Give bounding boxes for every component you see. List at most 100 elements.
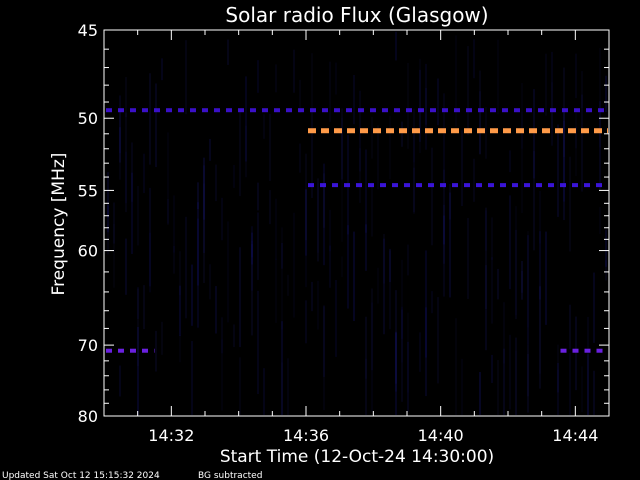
noise-streak [233,164,235,188]
emission-dash [478,108,484,113]
emission-dash [572,348,579,353]
emission-dash [399,128,407,134]
noise-streak [239,357,241,415]
x-tick-label: 14:32 [148,426,194,445]
x-axis-label: Start Time (12-Oct-24 14:30:00) [220,447,494,467]
noise-streak [467,46,469,136]
noise-streak [557,363,559,393]
noise-streak [341,117,343,181]
noise-streak [317,280,319,330]
noise-streak [293,49,295,93]
noise-streak [443,169,445,264]
noise-streak [149,187,151,287]
noise-streak [329,61,331,122]
emission-dash [214,108,220,113]
noise-streak [491,217,493,260]
noise-streak [533,151,535,251]
noise-streak [221,339,223,411]
emission-dash [321,128,329,134]
noise-streak [257,212,259,280]
y-tick-label: 45 [78,21,98,40]
noise-streak [485,107,487,159]
noise-streak [419,58,421,154]
emission-band [308,183,602,188]
noise-streak [119,127,121,163]
noise-streak [461,130,463,207]
updated-timestamp: Updated Sat Oct 12 15:15:32 2024 [2,471,160,480]
noise-streak [401,309,403,402]
emission-dash [464,183,470,188]
emission-dash [332,183,338,188]
noise-streak [281,242,283,269]
noise-streak [449,183,451,220]
emission-dash [454,108,460,113]
noise-streak [485,210,487,251]
emission-dash [536,183,542,188]
y-tick-label: 55 [78,181,98,200]
noise-streak [383,233,385,284]
emission-dash [607,128,608,134]
noise-streak [221,197,223,241]
noise-streak [443,215,445,245]
noise-streak [509,150,511,173]
noise-streak [275,198,277,260]
noise-streak [299,79,301,114]
noise-streak [563,112,565,202]
noise-streak [377,125,379,190]
noise-streak [167,198,169,225]
emission-dash [524,183,530,188]
noise-streak [539,286,541,374]
emission-dash [596,348,603,353]
noise-streak [347,225,349,309]
noise-streak [569,304,571,350]
emission-dash [250,108,256,113]
emission-dash [594,128,602,134]
noise-streak [245,125,247,178]
noise-streak [593,370,595,415]
noise-streak [581,71,583,109]
noise-streak [383,238,385,335]
x-tick-label: 14:44 [552,426,598,445]
noise-streak [305,189,307,256]
emission-dash [438,128,446,134]
noise-streak [515,229,517,320]
noise-streak [365,316,367,415]
noise-streak [281,227,283,330]
noise-streak [407,244,409,276]
emission-dash [596,183,602,188]
noise-streak [251,244,253,336]
noise-streak [401,121,403,147]
emission-band [106,348,155,353]
noise-streak [293,212,295,318]
noise-streak [527,354,529,397]
emission-dash [477,128,485,134]
emission-dash [404,183,410,188]
emission-dash [154,108,160,113]
noise-streak [173,195,175,253]
noise-streak [473,158,475,202]
noise-streak [113,202,115,244]
noise-streak [251,232,253,265]
noise-streak [281,362,283,415]
noise-streak [239,247,241,348]
emission-dash [442,108,448,113]
noise-streak [197,202,199,286]
emission-dash [548,183,554,188]
noise-streak [551,82,553,129]
emission-band [560,348,603,353]
noise-streak [335,62,337,95]
noise-streak [269,190,271,225]
emission-dash [382,108,388,113]
noise-streak [173,245,175,274]
emission-dash [500,183,506,188]
noise-streak [149,73,151,165]
noise-streak [113,223,115,288]
noise-streak [287,358,289,415]
emission-dash [560,183,566,188]
noise-streak [203,165,205,253]
noise-streak [413,108,415,214]
noise-streak [317,183,319,253]
noise-streak [305,153,307,241]
noise-streak [257,290,259,395]
noise-streak [521,270,523,293]
